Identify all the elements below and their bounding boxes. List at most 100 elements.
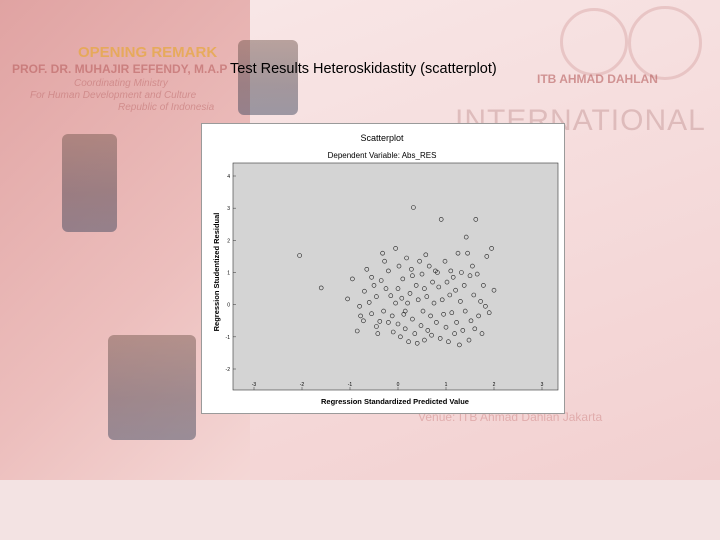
scatter-point (434, 320, 439, 325)
scatter-point (484, 254, 490, 259)
scatter-point (345, 296, 350, 302)
axis-ticks: -3 -2 -1 0 1 2 3 4 3 2 1 0 -1 -2 (226, 174, 544, 390)
scatter-point (398, 334, 403, 340)
scatter-point (411, 205, 416, 210)
y-tick-label: 0 (227, 303, 230, 309)
x-tick-label: 1 (445, 382, 448, 388)
scatter-point (423, 252, 429, 258)
scatter-point (474, 271, 480, 277)
scatter-point (386, 320, 391, 325)
scatter-point (479, 331, 485, 336)
scatter-point (428, 313, 433, 319)
speaker-portrait (238, 40, 298, 115)
scatter-point (457, 342, 462, 348)
scatter-point (417, 258, 422, 264)
background-institution: ITB AHMAD DAHLAN (537, 72, 658, 86)
scatterplot-chart: Scatterplot Dependent Variable: Abs_RES … (212, 133, 559, 406)
scatter-point (460, 328, 466, 333)
y-tick-label: 2 (227, 238, 230, 244)
y-tick-label: 1 (227, 271, 230, 277)
scatter-point (476, 313, 481, 319)
x-axis-label: Regression Standardized Predicted Value (321, 397, 469, 406)
scatter-point (364, 267, 370, 272)
scatter-point (354, 328, 360, 334)
scatter-point (437, 336, 443, 341)
scatter-point (377, 319, 383, 324)
scatter-point (371, 283, 377, 288)
chart-subtitle: Dependent Variable: Abs_RES (328, 151, 437, 160)
scatter-point (366, 300, 372, 305)
scatter-point (461, 283, 467, 288)
scatter-point (452, 331, 457, 336)
scatter-point (483, 304, 488, 309)
scatter-point (470, 263, 475, 269)
scatter-point (358, 313, 363, 319)
scatter-point (472, 326, 478, 332)
scatter-point (400, 276, 406, 282)
y-tick-label: -1 (226, 335, 231, 341)
scatter-point (318, 285, 324, 291)
scatter-point (471, 292, 477, 298)
scatter-point (415, 297, 421, 303)
scatter-point (361, 318, 366, 324)
y-tick-label: -2 (226, 367, 231, 373)
scatter-point (450, 275, 456, 280)
scatter-point (369, 311, 374, 316)
scatter-point (405, 300, 410, 306)
scatter-point (454, 320, 459, 325)
background-footer (0, 480, 720, 540)
scatter-point (420, 308, 426, 314)
scatter-point (444, 279, 450, 285)
scatter-point (402, 308, 408, 314)
scatter-point (481, 283, 486, 288)
scatter-point (409, 267, 414, 272)
scatter-point (396, 263, 402, 269)
scatter-point (410, 273, 415, 278)
chart-title: Scatterplot (360, 133, 404, 143)
y-tick-label: 4 (227, 174, 230, 180)
scatter-point (455, 250, 461, 256)
institution-seal (628, 6, 702, 80)
scatter-point (478, 299, 483, 304)
x-tick-label: 3 (541, 382, 544, 388)
scatter-point (430, 279, 435, 285)
y-tick-label: 3 (227, 206, 230, 212)
scatter-point (447, 292, 453, 298)
scatter-point (491, 287, 497, 293)
scatter-point (453, 287, 458, 293)
scatter-point (459, 270, 464, 275)
scatter-point (435, 270, 440, 275)
x-tick-label: -3 (252, 382, 257, 388)
scatter-point (436, 284, 442, 290)
y-axis-label: Regression Studentized Residual (212, 213, 221, 332)
scatter-point (489, 246, 494, 251)
scatter-point (393, 300, 398, 306)
scatter-point (448, 268, 454, 274)
scatter-point (374, 294, 379, 299)
background-heading: OPENING REMARK (78, 44, 218, 61)
scatter-point (369, 275, 374, 280)
scatter-point (382, 258, 387, 264)
scatter-point (374, 324, 379, 329)
scatter-point (468, 318, 474, 324)
scatter-point (399, 295, 405, 301)
background-caption: Coordinating Ministry (74, 78, 168, 89)
scatter-point (419, 271, 425, 277)
scatter-point (402, 326, 408, 332)
background-speaker-name: PROF. DR. MUHAJIR EFFENDY, M.A.P (12, 62, 228, 76)
x-tick-label: -1 (348, 382, 353, 388)
scatterplot-image: Scatterplot Dependent Variable: Abs_RES … (201, 123, 565, 414)
scatter-point (424, 294, 430, 299)
scatter-point (357, 304, 362, 309)
scatter-point (381, 308, 386, 314)
scatter-point (389, 313, 395, 319)
scatter-point (350, 276, 355, 282)
scatter-point (446, 339, 451, 344)
scatter-point (463, 234, 469, 240)
scatter-point (441, 312, 446, 317)
scatter-point (438, 217, 444, 222)
background-caption: Republic of Indonesia (118, 102, 215, 113)
scatter-point (422, 337, 427, 343)
slide-title: Test Results Heteroskidastity (scatterpl… (230, 61, 497, 77)
scatter-point (414, 341, 420, 346)
